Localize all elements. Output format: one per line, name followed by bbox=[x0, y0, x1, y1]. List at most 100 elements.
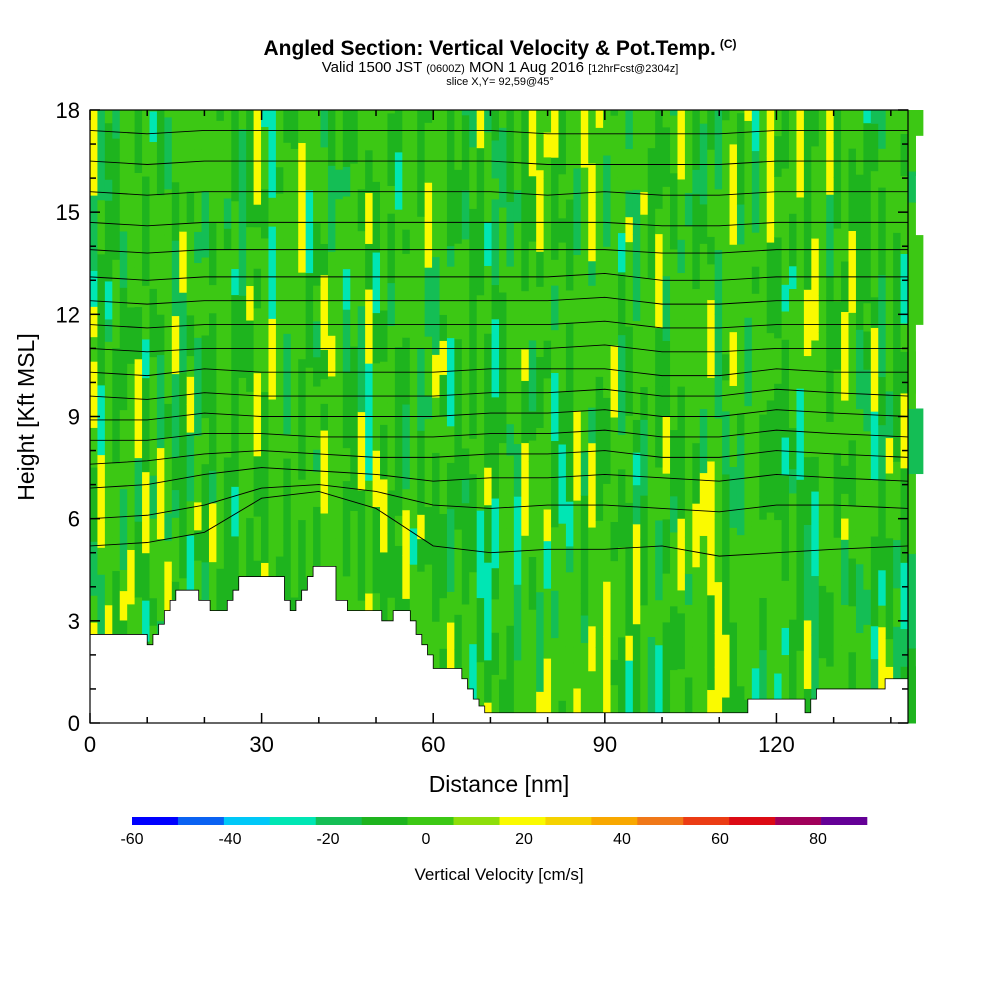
valid-time-line: Valid 1500 JST (0600Z) MON 1 Aug 2016 [1… bbox=[0, 60, 1000, 75]
velocity-cell bbox=[707, 149, 716, 237]
velocity-cell bbox=[461, 238, 470, 310]
velocity-cell bbox=[885, 537, 894, 640]
velocity-cell bbox=[781, 339, 790, 438]
velocity-cell bbox=[833, 369, 842, 454]
velocity-cell bbox=[506, 455, 515, 494]
velocity-cell bbox=[885, 390, 894, 439]
velocity-cell bbox=[855, 563, 864, 634]
velocity-cell bbox=[670, 495, 678, 533]
colorbar-tick-label: -40 bbox=[218, 831, 241, 848]
velocity-cell bbox=[573, 345, 582, 412]
velocity-cell bbox=[803, 355, 812, 458]
velocity-cell bbox=[372, 252, 381, 314]
velocity-cell bbox=[722, 201, 731, 273]
plot-area bbox=[89, 110, 924, 724]
theta-contour-1 bbox=[89, 484, 909, 520]
velocity-cell bbox=[335, 110, 344, 170]
velocity-cell bbox=[655, 386, 664, 468]
velocity-cell bbox=[461, 114, 470, 191]
velocity-cell bbox=[863, 430, 872, 496]
velocity-cell bbox=[335, 264, 344, 362]
velocity-cell bbox=[632, 189, 641, 235]
velocity-cell bbox=[231, 556, 240, 611]
colorbar-tick-label: 60 bbox=[711, 831, 729, 848]
velocity-cell bbox=[394, 419, 403, 516]
velocity-cell bbox=[759, 110, 768, 158]
velocity-cell bbox=[796, 562, 805, 651]
x-axis-label: Distance [nm] bbox=[429, 771, 570, 797]
velocity-cell bbox=[476, 110, 485, 124]
velocity-cell bbox=[164, 301, 173, 404]
velocity-cell bbox=[617, 636, 626, 724]
velocity-cell bbox=[536, 591, 545, 692]
velocity-cell bbox=[409, 173, 418, 238]
velocity-cell bbox=[699, 562, 708, 651]
velocity-cell bbox=[521, 257, 530, 292]
velocity-cell bbox=[670, 669, 678, 724]
theta-contour-5 bbox=[90, 409, 909, 421]
velocity-cell bbox=[439, 513, 448, 599]
velocity-cell bbox=[751, 400, 760, 475]
velocity-cell bbox=[216, 279, 225, 362]
velocity-cell bbox=[104, 318, 113, 342]
velocity-cell bbox=[171, 140, 180, 183]
velocity-cell bbox=[558, 173, 567, 219]
velocity-cell bbox=[692, 169, 701, 195]
velocity-cell bbox=[432, 256, 441, 355]
velocity-cell bbox=[142, 110, 150, 177]
velocity-cell bbox=[119, 569, 128, 592]
velocity-cell bbox=[119, 110, 128, 137]
velocity-cell bbox=[692, 352, 701, 421]
velocity-cell bbox=[305, 139, 314, 191]
velocity-cell bbox=[640, 260, 649, 297]
velocity-cell bbox=[573, 110, 582, 119]
velocity-cell bbox=[484, 333, 493, 365]
velocity-cell bbox=[729, 331, 738, 386]
velocity-cell bbox=[119, 230, 128, 288]
velocity-cell bbox=[104, 522, 113, 566]
velocity-cell bbox=[127, 603, 136, 663]
velocity-cell bbox=[699, 243, 708, 344]
velocity-cell bbox=[565, 137, 574, 200]
velocity-cell bbox=[803, 119, 812, 211]
velocity-cell bbox=[275, 166, 284, 194]
velocity-cell bbox=[625, 110, 634, 127]
velocity-cell bbox=[112, 138, 121, 200]
velocity-cell bbox=[238, 227, 247, 296]
velocity-cell bbox=[893, 461, 902, 541]
velocity-cell bbox=[870, 296, 879, 328]
velocity-cell bbox=[670, 532, 678, 607]
velocity-cell bbox=[640, 604, 649, 633]
velocity-cell bbox=[491, 567, 500, 600]
valid-prefix: Valid 1500 JST bbox=[321, 59, 423, 76]
velocity-cell bbox=[789, 110, 797, 125]
velocity-cell bbox=[283, 197, 292, 240]
velocity-cell bbox=[194, 435, 203, 503]
velocity-cell bbox=[885, 437, 894, 474]
velocity-cell bbox=[313, 285, 322, 322]
velocity-cell bbox=[640, 110, 649, 112]
velocity-cell bbox=[528, 410, 537, 441]
velocity-cell bbox=[327, 165, 336, 252]
velocity-cell bbox=[261, 315, 269, 393]
velocity-cell bbox=[298, 272, 307, 360]
velocity-cell bbox=[826, 666, 835, 699]
velocity-cell bbox=[127, 549, 136, 605]
velocity-cell bbox=[833, 575, 842, 650]
velocity-cell bbox=[365, 363, 374, 385]
velocity-cell bbox=[908, 235, 924, 325]
velocity-cell bbox=[610, 253, 619, 346]
velocity-cell bbox=[670, 172, 678, 250]
velocity-cell bbox=[142, 176, 150, 238]
velocity-cell bbox=[684, 676, 693, 724]
velocity-cell bbox=[186, 500, 195, 536]
colorbar-swatch bbox=[683, 817, 730, 825]
velocity-cell bbox=[461, 603, 470, 675]
velocity-cell bbox=[662, 126, 671, 187]
velocity-cell bbox=[208, 222, 217, 286]
velocity-cell bbox=[781, 627, 790, 656]
y-tick-label: 9 bbox=[68, 405, 80, 430]
velocity-cell bbox=[491, 598, 500, 633]
terrain-mask bbox=[89, 565, 909, 724]
velocity-cell bbox=[432, 110, 441, 166]
